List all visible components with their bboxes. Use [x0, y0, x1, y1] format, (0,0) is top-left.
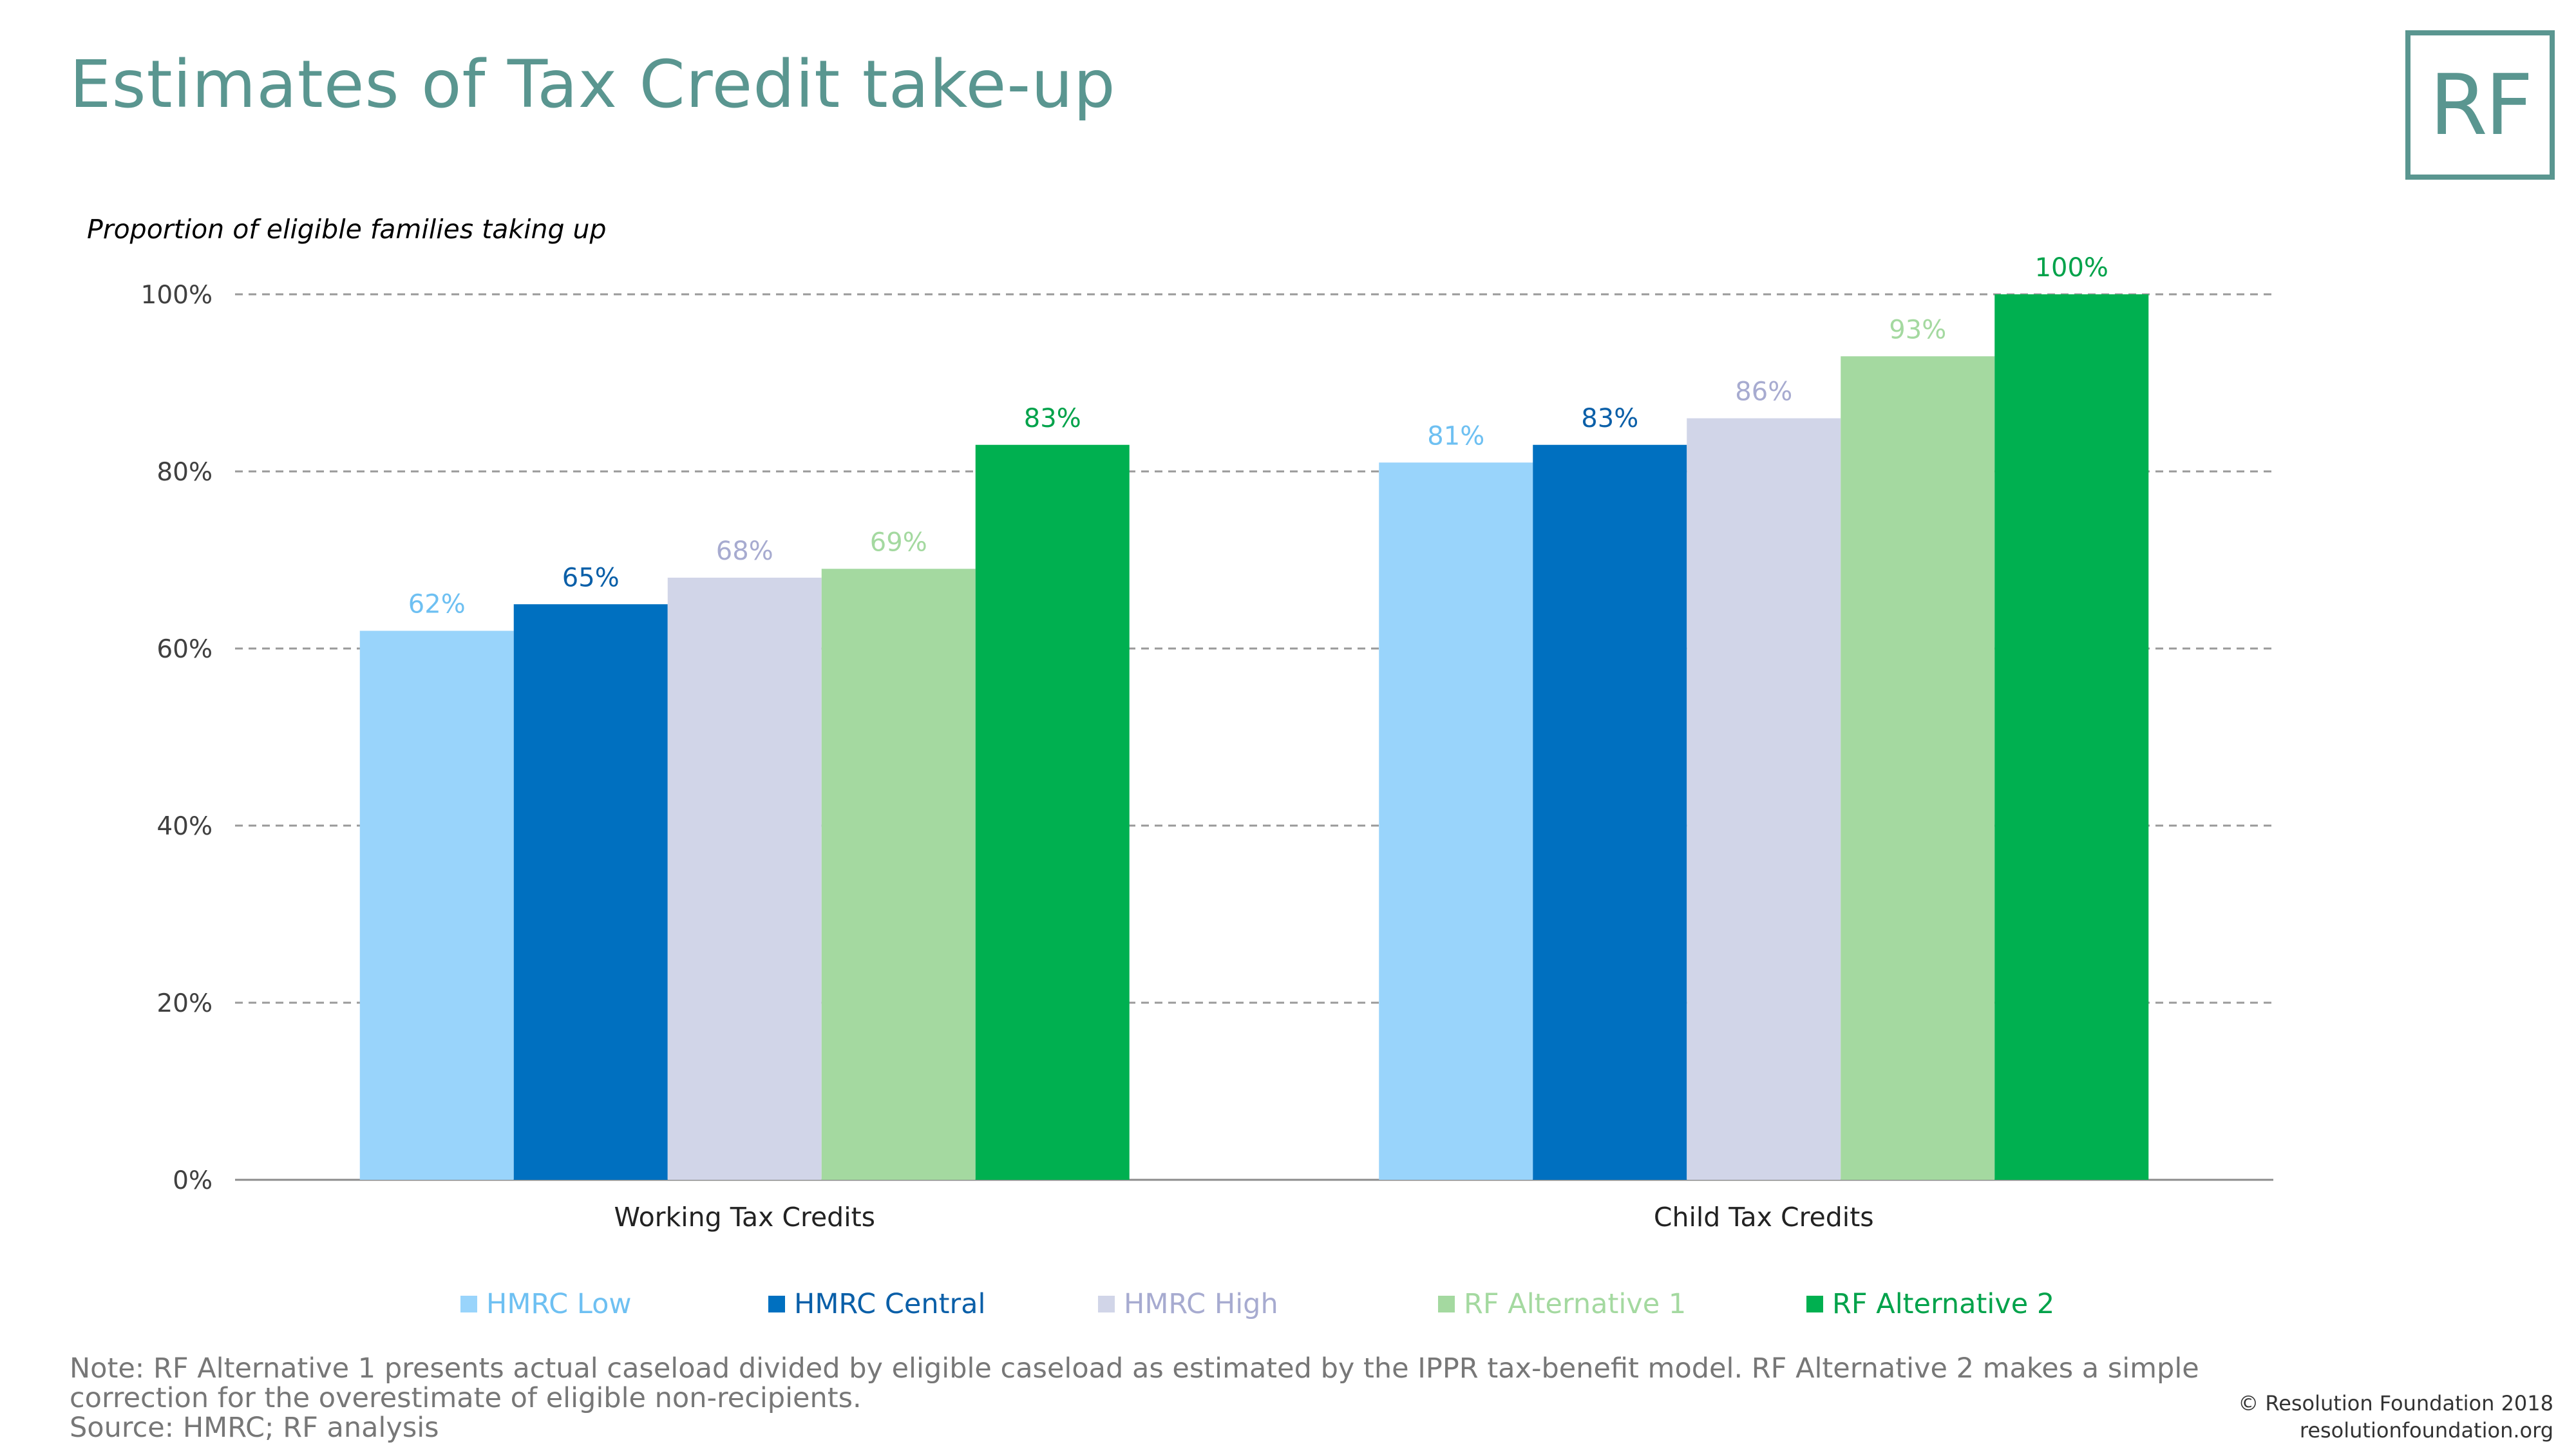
y-axis-ticks: 0% 20% 40% 60% 80% 100%: [141, 281, 213, 1195]
bar: [667, 578, 822, 1180]
x-category-label: Working Tax Credits: [614, 1202, 875, 1233]
legend-swatch: [1098, 1296, 1115, 1312]
y-tick-label: 40%: [156, 812, 213, 841]
data-label: 83%: [1024, 404, 1081, 433]
resolution-foundation-logo: RF: [2405, 30, 2555, 180]
legend-item: HMRC High: [1098, 1278, 1278, 1330]
legend-swatch: [768, 1296, 785, 1312]
legend-item: HMRC Low: [460, 1278, 632, 1330]
note-line-2: correction for the overestimate of eligi…: [70, 1382, 862, 1414]
legend-swatch: [460, 1296, 477, 1312]
legend-item: HMRC Central: [768, 1278, 985, 1330]
y-tick-label: 20%: [156, 989, 213, 1018]
legend: HMRC Low HMRC Central HMRC High RF Alternat…: [0, 1278, 2576, 1330]
page-title: Estimates of Tax Credit take-up: [70, 46, 1116, 123]
copyright-block: © Resolution Foundation 2018 resolutionf…: [2238, 1390, 2553, 1444]
bar: [1994, 294, 2149, 1180]
legend-label: HMRC High: [1124, 1288, 1278, 1320]
data-label: 69%: [870, 527, 927, 557]
y-tick-label: 100%: [141, 281, 213, 310]
legend-item: RF Alternative 1: [1438, 1278, 1686, 1330]
y-tick-label: 80%: [156, 458, 213, 487]
data-label: 100%: [2035, 253, 2108, 283]
bars: [359, 294, 2149, 1180]
legend-label: HMRC Central: [794, 1288, 986, 1320]
legend-item: RF Alternative 2: [1806, 1278, 2054, 1330]
bar: [821, 569, 976, 1180]
data-label: 93%: [1889, 315, 1946, 345]
data-label: 65%: [562, 563, 620, 592]
x-axis-categories: Working Tax Credits Child Tax Credits: [614, 1202, 1873, 1233]
data-label: 86%: [1735, 377, 1792, 407]
bar: [359, 630, 514, 1180]
source-line: Source: HMRC; RF analysis: [70, 1412, 439, 1444]
copyright-text: © Resolution Foundation 2018: [2238, 1391, 2553, 1416]
legend-label: RF Alternative 1: [1464, 1288, 1687, 1320]
bar: [1533, 444, 1687, 1180]
note-line-1: Note: RF Alternative 1 presents actual c…: [70, 1352, 2199, 1385]
x-category-label: Child Tax Credits: [1654, 1202, 1874, 1233]
legend-swatch: [1806, 1296, 1823, 1312]
legend-label: HMRC Low: [486, 1288, 632, 1320]
data-label: 81%: [1427, 421, 1484, 451]
logo-text: RF: [2429, 56, 2533, 154]
bar: [1687, 418, 1841, 1180]
bar: [1379, 462, 1533, 1180]
y-axis-title: Proportion of eligible families taking u…: [87, 214, 607, 245]
website-text: resolutionfoundation.org: [2299, 1418, 2553, 1443]
y-tick-label: 0%: [173, 1166, 213, 1195]
footnote: Note: RF Alternative 1 presents actual c…: [70, 1354, 2246, 1443]
data-label: 68%: [716, 536, 773, 566]
bar: [975, 444, 1130, 1180]
legend-swatch: [1438, 1296, 1455, 1312]
bar: [1841, 356, 1995, 1180]
bar-chart: Proportion of eligible families taking u…: [87, 214, 2273, 1233]
data-labels: 62% 65% 68% 69% 83% 81% 83% 86% 93% 100%: [408, 253, 2108, 620]
data-label: 83%: [1581, 404, 1638, 433]
y-tick-label: 60%: [156, 635, 213, 664]
data-label: 62%: [408, 590, 466, 620]
bar: [513, 604, 668, 1180]
legend-label: RF Alternative 2: [1832, 1288, 2055, 1320]
